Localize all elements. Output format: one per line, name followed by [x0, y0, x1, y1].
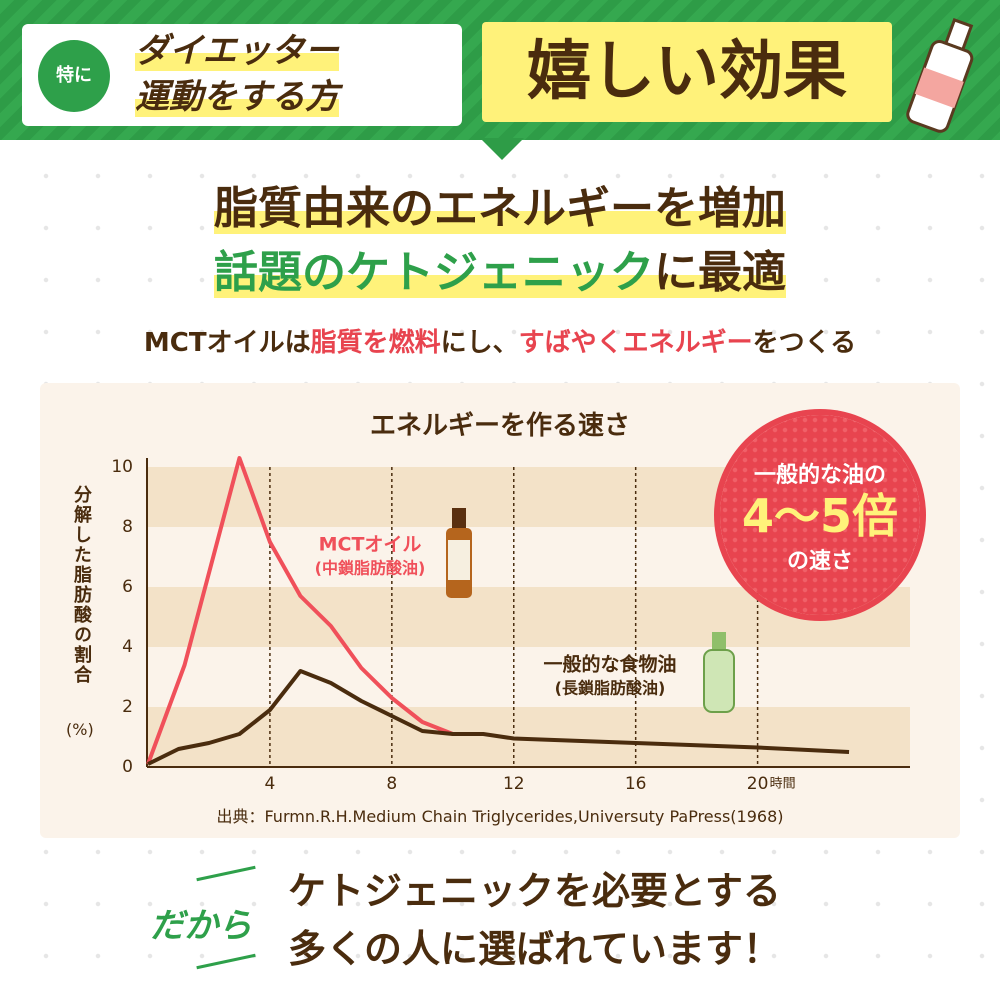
oil-bottle — [712, 632, 726, 652]
footer-line: ケトジェニックを必要とする — [288, 869, 781, 913]
text-segment: 話題のケトジェニック — [214, 247, 654, 298]
y-axis-label: 分解した脂肪酸の割合 — [71, 485, 92, 685]
y-tick-label: 8 — [122, 517, 133, 537]
x-tick-label: 4 — [265, 774, 276, 794]
bottle-icon — [906, 17, 974, 133]
mct-bottle — [448, 540, 470, 580]
y-unit: (%) — [66, 720, 94, 739]
text-segment: をつくる — [752, 328, 857, 358]
header-pointer — [480, 138, 524, 160]
text-segment: すばやくエネルギー — [518, 328, 753, 358]
x-tick-label: 16 — [625, 774, 647, 794]
y-tick-label: 4 — [122, 637, 133, 657]
legend-label: 一般的な食物油 — [543, 653, 676, 676]
lead-line1: 脂質由来のエネルギーを増加 — [0, 172, 1000, 236]
y-tick-label: 6 — [122, 577, 133, 597]
footer-text: ケトジェニックを必要とする 多くの人に選ばれています！ — [288, 862, 781, 978]
source: 出典：Furmn.R.H.Medium Chain Triglycerides,… — [216, 807, 784, 826]
lead-text: 話題のケトジェニックに最適 — [214, 247, 786, 298]
text-segment: に最適 — [654, 247, 786, 298]
y-tick-label: 10 — [111, 457, 133, 477]
particle: に — [410, 64, 444, 104]
callout-text: 4〜5倍 — [741, 489, 898, 543]
subtitle: MCTオイルは脂質を燃料にし、すばやくエネルギーをつくる — [0, 322, 1000, 359]
footer-lead: だから — [150, 906, 252, 946]
x-unit: 時間 — [770, 777, 796, 792]
chart-title: エネルギーを作る速さ — [369, 411, 630, 441]
badge: 特に — [38, 40, 110, 112]
target-line: 運動をする方 — [135, 77, 339, 117]
callout-text: 一般的な油の — [753, 463, 886, 488]
y-tick-label: 0 — [122, 757, 133, 777]
series-line — [147, 669, 850, 766]
mct-bottle — [452, 508, 466, 530]
x-tick-label: 8 — [386, 774, 397, 794]
lead-text: 脂質由来のエネルギーを増加 — [214, 183, 786, 234]
grid-band — [148, 707, 910, 767]
target-text: ダイエッター 運動をする方 — [135, 28, 339, 120]
footer-line: 多くの人に選ばれています！ — [288, 927, 781, 971]
headline: 嬉しい効果 — [482, 22, 892, 122]
callout-text: の速さ — [786, 549, 853, 574]
oil-bottle — [703, 649, 735, 713]
series-line — [146, 456, 454, 765]
target-line: ダイエッター — [135, 31, 339, 71]
lead-line2: 話題のケトジェニックに最適 — [0, 236, 1000, 300]
text-segment: にし、 — [440, 328, 519, 358]
x-tick-label: 12 — [503, 774, 525, 794]
text-segment: MCTオイルは — [143, 328, 311, 358]
legend-label: MCTオイル — [319, 534, 422, 556]
text-segment: 脂質を燃料 — [310, 328, 441, 358]
callout: 一般的な油の 4〜5倍 の速さ — [720, 415, 920, 615]
legend-sublabel: (中鎖脂肪酸油) — [315, 559, 426, 578]
legend-sublabel: (長鎖脂肪酸油) — [555, 679, 666, 698]
y-tick-label: 2 — [122, 697, 133, 717]
x-tick-label: 20 — [747, 774, 769, 794]
